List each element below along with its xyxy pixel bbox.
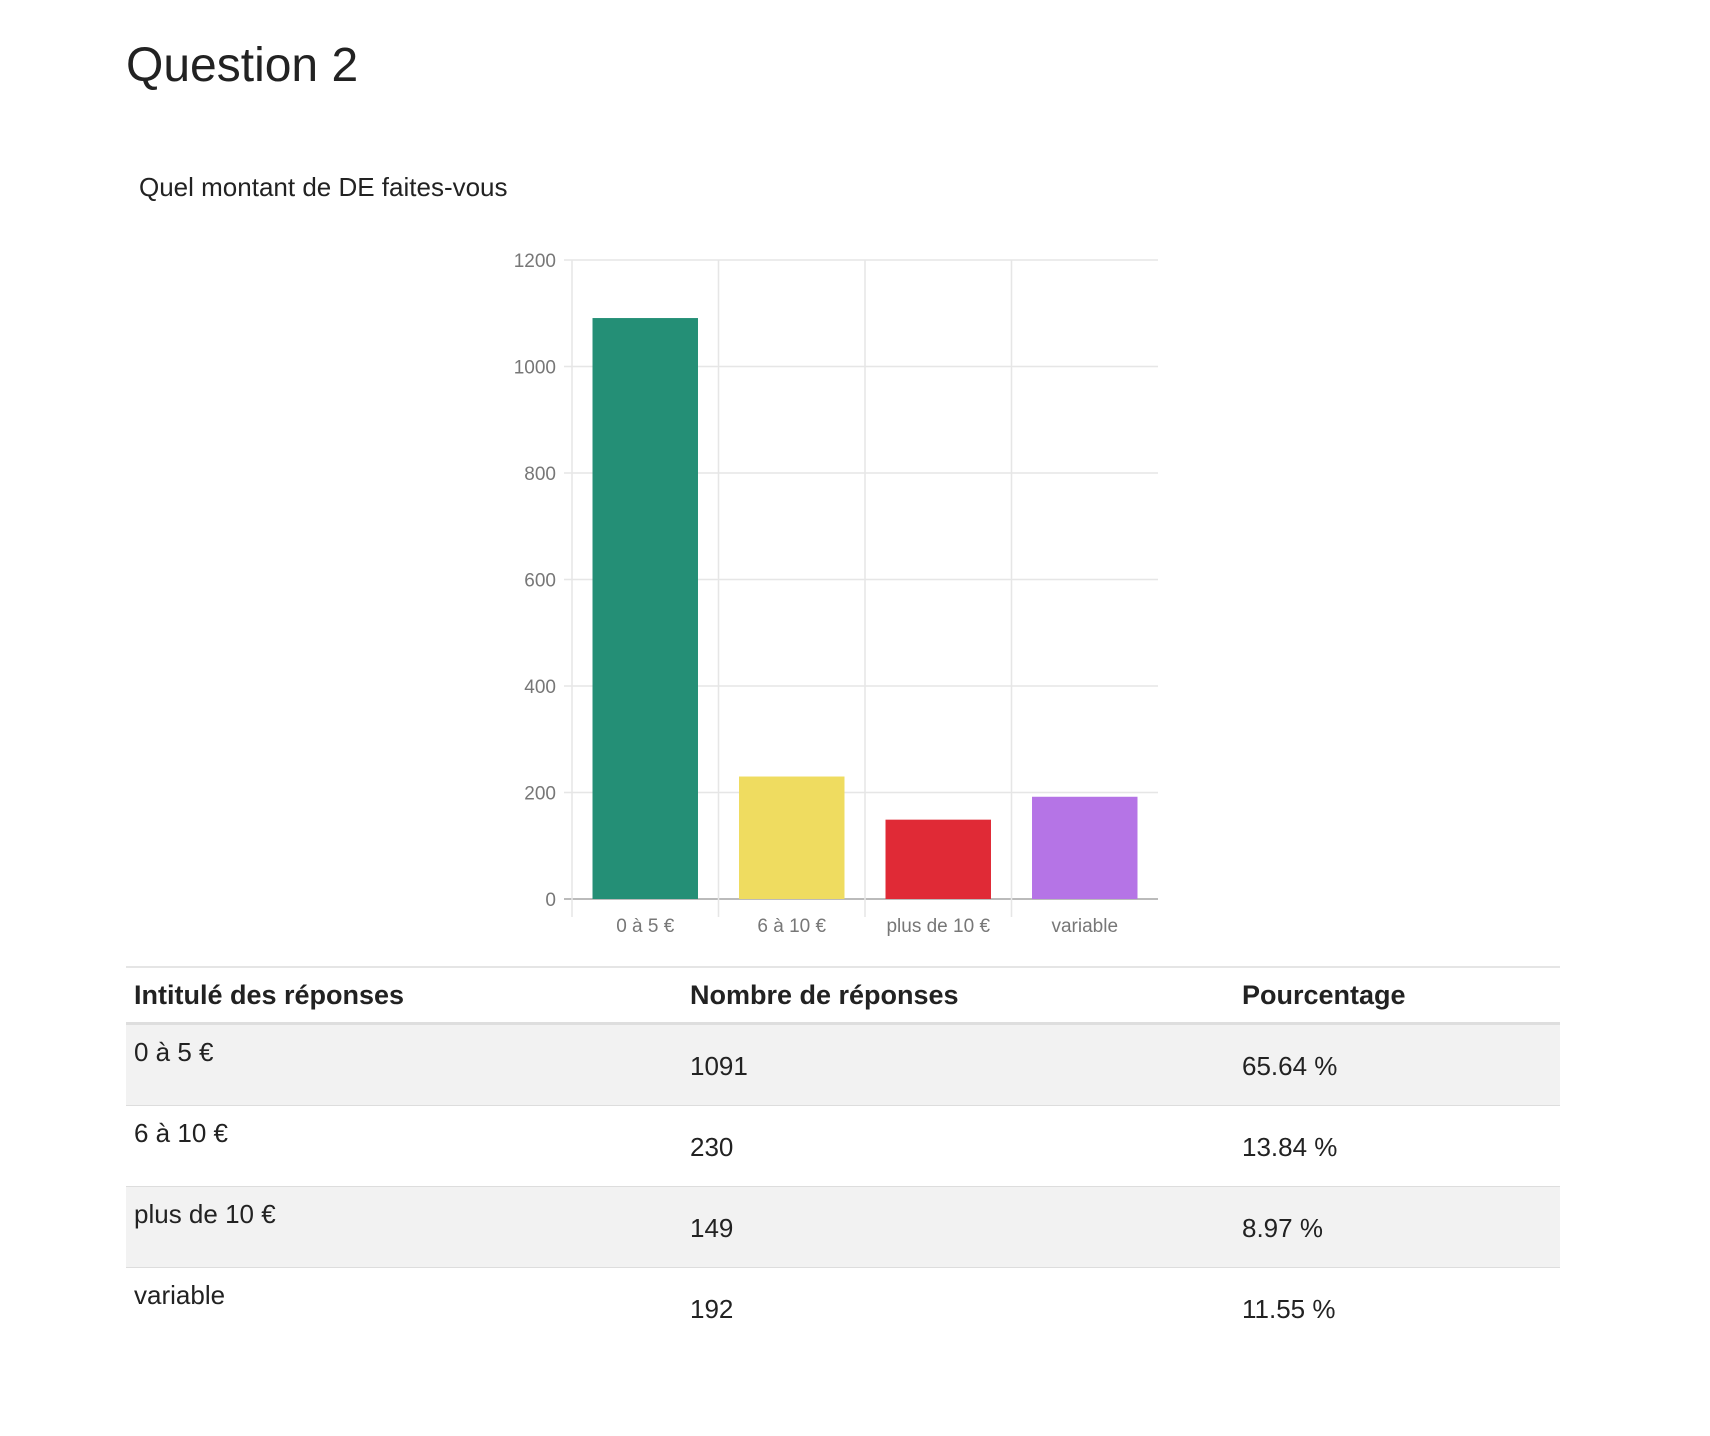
- row-label-cell: plus de 10 €: [126, 1186, 682, 1268]
- row-count: 149: [690, 1213, 734, 1243]
- row-count: 230: [690, 1132, 734, 1162]
- row-label: 6 à 10 €: [134, 1118, 228, 1148]
- row-label: variable: [134, 1280, 226, 1310]
- table-row: 0 à 5 € 1091 65.64 %: [126, 1023, 1560, 1106]
- x-tick-label: 0 à 5 €: [616, 916, 675, 937]
- row-label-cell: 0 à 5 €: [126, 1023, 682, 1106]
- page-title: Question 2: [126, 39, 359, 92]
- bar: [1032, 796, 1138, 899]
- bar: [592, 318, 698, 900]
- table-row: 6 à 10 € 230 13.84 %: [126, 1105, 1560, 1187]
- y-tick-label: 1200: [514, 251, 556, 272]
- table-header-row: Intitulé des réponses Nombre de réponses…: [126, 966, 1560, 1025]
- bar-chart: 0 200 400 600 800 1000 1200 0 à 5 € 6 à 10 € plus…: [470, 240, 1170, 940]
- y-tick-label: 600: [524, 571, 556, 592]
- y-tick-label: 800: [524, 464, 556, 485]
- row-label: 0 à 5 €: [134, 1037, 214, 1067]
- row-count-cell: 230: [682, 1105, 1234, 1187]
- row-count-cell: 192: [682, 1268, 1234, 1349]
- row-label-cell: variable: [126, 1268, 682, 1349]
- bar-chart-svg: 0 200 400 600 800 1000 1200 0 à 5 € 6 à 10 € plus…: [514, 251, 1158, 937]
- row-count: 1091: [690, 1051, 748, 1081]
- row-count: 192: [690, 1294, 734, 1324]
- bar: [739, 776, 845, 899]
- bar: [885, 819, 991, 899]
- row-percent-cell: 11.55 %: [1234, 1268, 1560, 1349]
- row-percent: 8.97 %: [1242, 1213, 1323, 1243]
- row-count-cell: 149: [682, 1186, 1234, 1268]
- row-label: plus de 10 €: [134, 1199, 276, 1229]
- header-percent: Pourcentage: [1234, 966, 1560, 1025]
- header-count: Nombre de réponses: [682, 966, 1234, 1025]
- y-tick-label: 200: [524, 784, 556, 805]
- x-tick-label: 6 à 10 €: [757, 916, 826, 937]
- x-tick-label: variable: [1051, 916, 1118, 937]
- results-table: Intitulé des réponses Nombre de réponses…: [126, 966, 1560, 1348]
- row-count-cell: 1091: [682, 1023, 1234, 1106]
- y-tick-label: 1000: [514, 358, 556, 379]
- table-row: variable 192 11.55 %: [126, 1268, 1560, 1349]
- table-row: plus de 10 € 149 8.97 %: [126, 1186, 1560, 1268]
- row-percent-cell: 8.97 %: [1234, 1186, 1560, 1268]
- header-label: Intitulé des réponses: [126, 966, 682, 1025]
- row-percent: 13.84 %: [1242, 1132, 1338, 1162]
- y-tick-label: 400: [524, 677, 556, 698]
- y-tick-label: 0: [545, 890, 556, 911]
- row-percent: 11.55 %: [1242, 1294, 1336, 1324]
- row-label-cell: 6 à 10 €: [126, 1105, 682, 1187]
- question-text: Quel montant de DE faites-vous: [139, 172, 508, 202]
- row-percent: 65.64 %: [1242, 1051, 1338, 1081]
- x-tick-label: plus de 10 €: [886, 916, 990, 937]
- row-percent-cell: 13.84 %: [1234, 1105, 1560, 1187]
- row-percent-cell: 65.64 %: [1234, 1023, 1560, 1106]
